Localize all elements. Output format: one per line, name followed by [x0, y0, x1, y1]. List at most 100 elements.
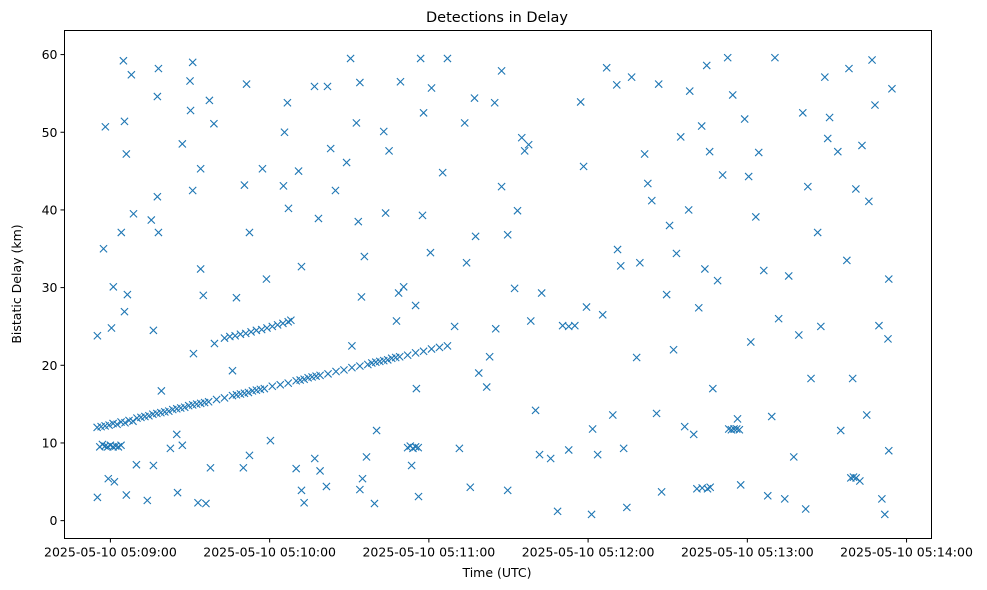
data-point	[833, 147, 842, 156]
data-point	[640, 150, 649, 158]
data-point	[396, 77, 405, 86]
data-point	[152, 409, 161, 418]
y-tick-label: 50	[42, 125, 58, 140]
x-tick-label: 2025-05-10 05:13:00	[681, 545, 814, 560]
data-point	[123, 290, 132, 299]
data-point	[735, 425, 744, 434]
data-point	[357, 292, 366, 301]
data-point	[864, 197, 873, 206]
data-point	[427, 344, 436, 353]
data-point	[385, 146, 394, 155]
data-point	[582, 303, 591, 312]
data-point	[120, 307, 129, 316]
data-point	[331, 367, 340, 376]
data-point	[347, 363, 356, 372]
data-point	[372, 426, 381, 435]
data-point	[438, 168, 447, 177]
data-point	[147, 216, 156, 225]
data-point	[697, 122, 706, 131]
data-point	[460, 118, 469, 127]
data-point	[689, 430, 698, 439]
data-point	[553, 507, 562, 516]
data-point	[93, 493, 102, 502]
data-point	[733, 414, 742, 423]
data-point	[857, 141, 866, 150]
data-point	[144, 411, 153, 420]
data-point	[426, 248, 435, 257]
data-point	[196, 264, 205, 273]
data-point	[362, 452, 371, 461]
data-point	[297, 262, 306, 271]
data-points	[93, 53, 896, 519]
data-point	[120, 117, 129, 126]
data-point	[713, 276, 722, 285]
data-point	[101, 122, 110, 131]
y-tick-label: 40	[42, 202, 58, 217]
data-point	[278, 319, 287, 328]
data-point	[367, 358, 376, 367]
data-point	[347, 341, 356, 350]
data-point	[627, 73, 636, 82]
data-point	[245, 451, 254, 460]
data-point	[239, 463, 248, 472]
y-tick-label: 0	[50, 513, 58, 528]
data-point	[189, 349, 198, 358]
data-point	[117, 228, 126, 237]
data-point	[517, 133, 526, 142]
data-point	[300, 498, 309, 507]
data-point	[855, 477, 864, 486]
data-point	[172, 430, 181, 439]
y-axis: 0 10 20 30 40 50 60	[42, 47, 65, 528]
data-point	[316, 466, 325, 475]
data-point	[248, 386, 257, 395]
data-point	[490, 98, 499, 107]
data-point	[774, 314, 783, 323]
data-point	[394, 289, 403, 298]
data-point	[754, 148, 763, 157]
data-point	[728, 90, 737, 99]
data-point	[188, 186, 197, 195]
data-point	[669, 345, 678, 354]
data-point	[324, 369, 333, 378]
data-point	[232, 293, 241, 302]
data-point	[706, 483, 715, 492]
data-point	[497, 182, 506, 191]
data-point	[485, 352, 494, 361]
data-point	[154, 228, 163, 237]
data-point	[268, 382, 277, 391]
data-point	[848, 374, 857, 383]
x-tick-label: 2025-05-10 05:11:00	[362, 545, 495, 560]
data-point	[524, 140, 533, 149]
data-point	[228, 366, 237, 375]
data-point	[210, 339, 219, 348]
data-point	[109, 282, 118, 291]
data-point	[122, 491, 131, 499]
data-point	[602, 63, 611, 72]
data-point	[823, 134, 832, 143]
data-point	[97, 422, 106, 431]
data-point	[113, 420, 122, 429]
data-point	[412, 384, 421, 393]
data-point	[680, 422, 689, 431]
data-point	[257, 325, 266, 334]
data-point	[684, 205, 693, 214]
data-point	[310, 82, 319, 91]
data-point	[825, 113, 834, 122]
data-point	[531, 406, 540, 415]
data-point	[166, 444, 175, 453]
data-point	[284, 317, 293, 326]
y-tick-label: 60	[42, 47, 58, 62]
data-point	[820, 73, 829, 82]
plot-frame	[64, 30, 932, 539]
data-point	[798, 108, 807, 117]
data-point	[643, 179, 652, 188]
data-point	[414, 443, 423, 452]
data-point	[160, 407, 169, 416]
data-point	[407, 461, 416, 470]
data-point	[593, 450, 602, 459]
data-point	[245, 228, 254, 237]
data-point	[391, 353, 400, 362]
data-point	[510, 284, 519, 293]
data-point	[662, 290, 671, 299]
x-axis: 2025-05-10 05:09:00 2025-05-10 05:10:00 20…	[44, 538, 973, 560]
